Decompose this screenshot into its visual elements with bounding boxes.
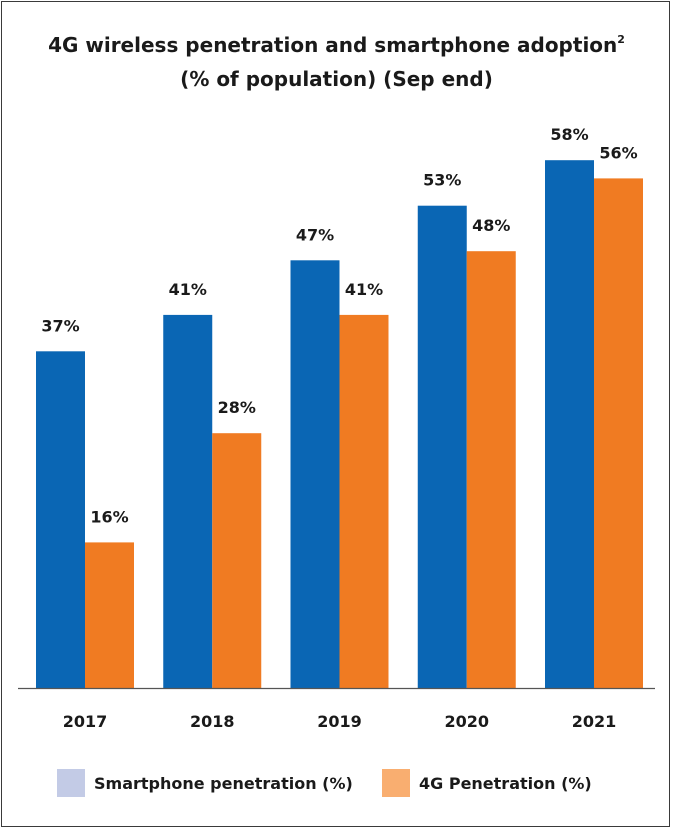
bar-smartphone-2018 — [163, 314, 213, 688]
data-label-smartphone-2017: 37% — [41, 316, 79, 335]
bar-smartphone-2017 — [36, 351, 85, 688]
bar-chart: 37% 16% 2017 41% 28% 2018 47% 41% 2019 53% 48% 2020… — [18, 125, 655, 731]
title-footnote-marker: 2 — [617, 33, 625, 46]
bar-smartphone-2021 — [545, 160, 594, 688]
bar-4g-2018 — [212, 433, 262, 688]
data-label-4g-2021: 56% — [599, 143, 637, 162]
x-tick-label-2019: 2019 — [317, 712, 362, 731]
x-tick-label-2017: 2017 — [63, 712, 108, 731]
chart-title-line: 4G wireless penetration and smartphone a… — [0, 28, 673, 62]
data-label-smartphone-2019: 47% — [296, 225, 334, 244]
bar-4g-2019 — [339, 314, 389, 688]
chart-title: 4G wireless penetration and smartphone a… — [48, 33, 618, 57]
bar-smartphone-2020 — [417, 205, 467, 688]
chart-title-block: 4G wireless penetration and smartphone a… — [0, 28, 673, 96]
data-label-4g-2020: 48% — [472, 216, 510, 235]
data-label-smartphone-2020: 53% — [423, 171, 461, 190]
legend-label-smartphone: Smartphone penetration (%) — [94, 773, 353, 793]
legend-swatch-smartphone — [57, 769, 85, 797]
data-label-4g-2018: 28% — [218, 398, 256, 417]
legend-item-smartphone: Smartphone penetration (%) — [57, 768, 353, 798]
x-tick-label-2018: 2018 — [190, 712, 235, 731]
data-label-4g-2019: 41% — [345, 280, 383, 299]
data-label-4g-2017: 16% — [90, 507, 128, 526]
data-label-smartphone-2021: 58% — [550, 125, 588, 144]
legend-item-4g: 4G Penetration (%) — [382, 768, 592, 798]
bar-smartphone-2019 — [290, 260, 340, 688]
legend-swatch-4g — [382, 769, 410, 797]
x-tick-label-2021: 2021 — [572, 712, 617, 731]
bar-4g-2021 — [594, 178, 643, 688]
legend-label-4g: 4G Penetration (%) — [419, 773, 592, 793]
bar-4g-2017 — [85, 542, 134, 688]
chart-legend: Smartphone penetration (%) 4G Penetratio… — [0, 768, 673, 798]
x-tick-label-2020: 2020 — [444, 712, 489, 731]
bar-4g-2020 — [466, 251, 516, 688]
chart-subtitle: (% of population) (Sep end) — [180, 67, 493, 91]
data-label-smartphone-2018: 41% — [169, 280, 207, 299]
